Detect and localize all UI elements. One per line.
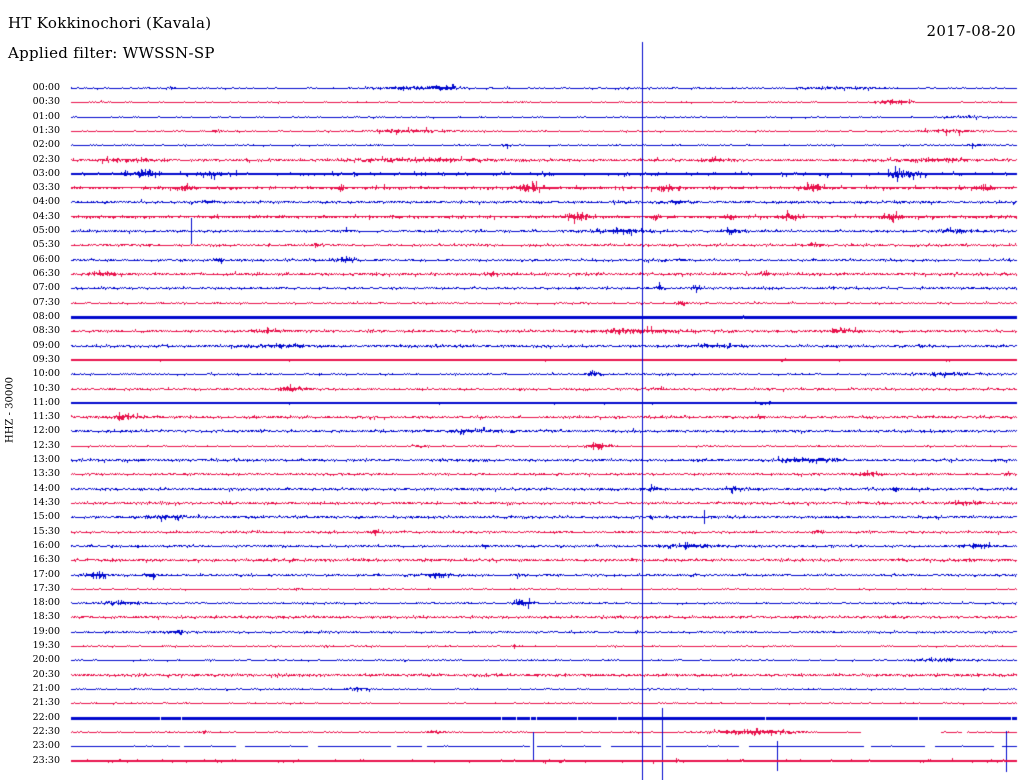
time-label: 12:00 <box>32 425 60 436</box>
time-label: 21:00 <box>32 683 60 694</box>
time-label: 04:30 <box>32 211 60 222</box>
time-label: 00:00 <box>32 82 60 93</box>
time-label: 08:00 <box>32 311 60 322</box>
time-label: 09:00 <box>32 340 60 351</box>
time-label: 11:30 <box>32 411 60 422</box>
time-label: 07:00 <box>32 282 60 293</box>
time-label: 18:30 <box>32 611 60 622</box>
time-label: 22:30 <box>32 726 60 737</box>
time-label: 13:30 <box>32 468 60 479</box>
time-label: 11:00 <box>32 397 60 408</box>
time-label: 02:00 <box>32 139 60 150</box>
time-label: 15:30 <box>32 526 60 537</box>
time-label: 01:30 <box>32 125 60 136</box>
time-label: 09:30 <box>32 354 60 365</box>
time-label: 17:30 <box>32 583 60 594</box>
time-label: 06:00 <box>32 254 60 265</box>
time-label: 13:00 <box>32 454 60 465</box>
time-label: 23:00 <box>32 740 60 751</box>
time-label: 05:30 <box>32 239 60 250</box>
time-label: 19:00 <box>32 626 60 637</box>
time-label: 01:00 <box>32 111 60 122</box>
time-label: 03:00 <box>32 168 60 179</box>
time-label: 08:30 <box>32 325 60 336</box>
time-label: 10:30 <box>32 383 60 394</box>
time-label: 03:30 <box>32 182 60 193</box>
time-label: 17:00 <box>32 569 60 580</box>
time-label: 18:00 <box>32 597 60 608</box>
time-label: 16:00 <box>32 540 60 551</box>
time-label: 15:00 <box>32 511 60 522</box>
time-label: 05:00 <box>32 225 60 236</box>
time-label: 20:00 <box>32 654 60 665</box>
time-label: 02:30 <box>32 154 60 165</box>
time-label: 10:00 <box>32 368 60 379</box>
time-label: 23:30 <box>32 755 60 766</box>
time-label: 16:30 <box>32 554 60 565</box>
time-label: 21:30 <box>32 697 60 708</box>
time-label: 06:30 <box>32 268 60 279</box>
time-label: 19:30 <box>32 640 60 651</box>
time-label: 00:30 <box>32 96 60 107</box>
time-label: 14:00 <box>32 483 60 494</box>
time-label: 04:00 <box>32 196 60 207</box>
time-label: 14:30 <box>32 497 60 508</box>
time-label: 22:00 <box>32 712 60 723</box>
time-label: 07:30 <box>32 297 60 308</box>
time-label: 12:30 <box>32 440 60 451</box>
time-label: 20:30 <box>32 669 60 680</box>
